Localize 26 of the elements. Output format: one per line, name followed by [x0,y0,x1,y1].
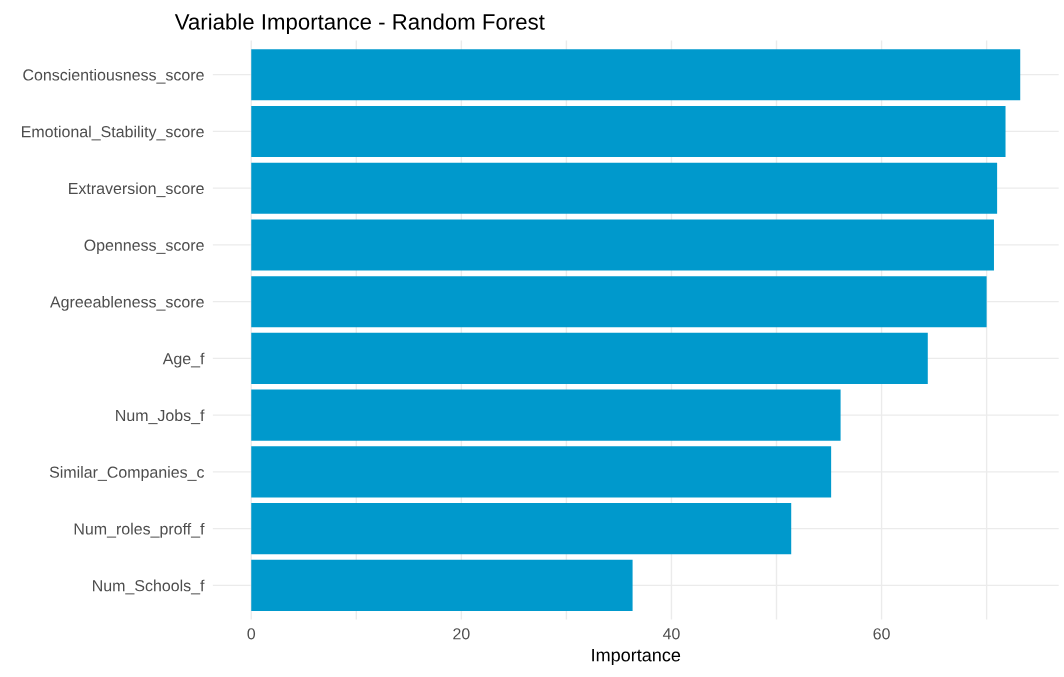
y-tick-label: Num_roles_proff_f [74,522,205,538]
y-tick-label: Age_f [162,352,205,368]
y-tick-label: Openness_score [84,239,204,255]
y-tick-label: Similar_Companies_c [49,466,205,482]
y-tick-label: Agreeableness_score [50,295,204,311]
x-tick-label: 40 [662,628,680,640]
bar [251,559,633,611]
bar [251,276,987,328]
bar [251,446,832,498]
bar [251,332,928,384]
y-tick-label: Conscientiousness_score [23,68,204,84]
chart-title: Variable Importance - Random Forest [174,13,545,35]
x-tick-label: 60 [873,628,890,640]
bar [251,219,994,271]
bar [251,162,998,214]
y-tick-label: Emotional_Stability_score [22,125,204,141]
x-tick-label: 20 [453,628,470,640]
bar [251,503,792,555]
bar [251,389,841,441]
y-tick-label: Num_Schools_f [93,579,205,595]
y-tick-label: Extraversion_score [69,182,204,198]
x-axis-title: Importance [592,648,681,666]
bar [251,105,1006,157]
bar [251,49,1021,101]
y-tick-label: Num_Jobs_f [116,409,205,425]
x-tick-label: 0 [247,628,256,640]
